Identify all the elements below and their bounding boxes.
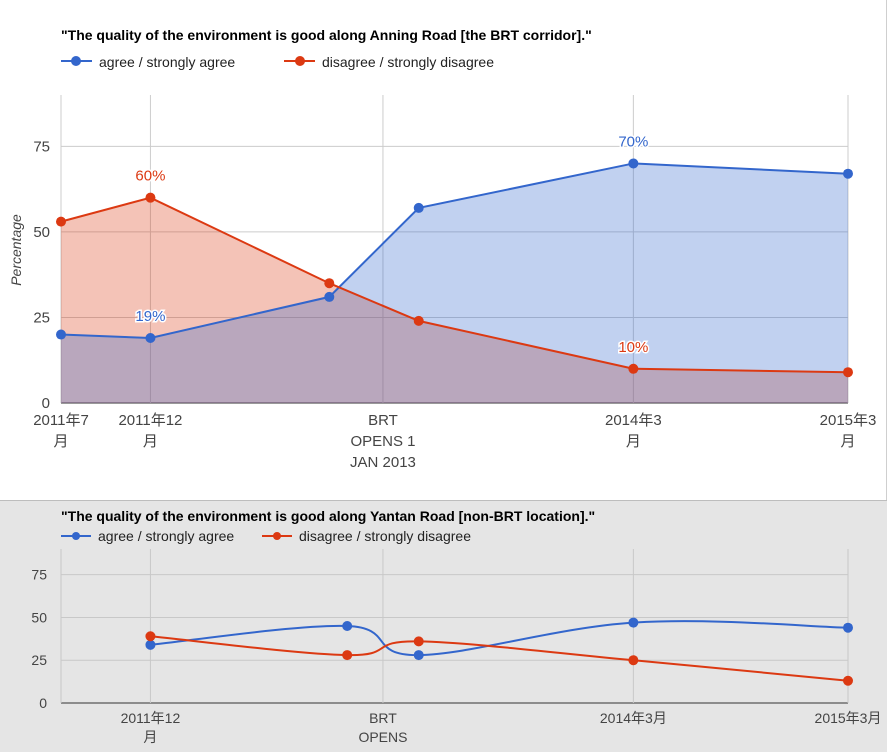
x-axis-ticks: 2011年12 月 BRT OPENS 2014年3月 2015年3月 xyxy=(121,710,882,745)
point-agree[interactable] xyxy=(56,329,66,340)
data-label: 19% xyxy=(135,308,165,325)
x-tick-label: BRT xyxy=(369,710,397,726)
point-disagree[interactable] xyxy=(324,278,335,289)
data-label: 70% xyxy=(618,133,648,150)
point-agree[interactable] xyxy=(413,202,424,213)
line-agree xyxy=(150,620,849,657)
point-agree[interactable] xyxy=(342,621,353,631)
data-labels: 19% 70% 60% 10% xyxy=(134,132,650,357)
gridlines xyxy=(60,95,849,404)
line-disagree xyxy=(150,635,849,682)
series-areas xyxy=(61,163,848,403)
point-disagree[interactable] xyxy=(843,675,853,686)
gridlines xyxy=(60,549,849,704)
y-axis-ticks: 0 25 50 75 xyxy=(31,567,47,711)
point-agree[interactable] xyxy=(324,291,335,302)
point-disagree[interactable] xyxy=(628,655,639,666)
legend-item-disagree[interactable]: disagree / strongly disagree xyxy=(284,54,494,70)
x-tick-label: 2011年12 xyxy=(118,412,182,429)
y-tick-label: 25 xyxy=(31,652,47,668)
x-tick-label: OPENS xyxy=(358,729,407,745)
x-tick-label: 2014年3月 xyxy=(600,710,667,726)
chart-title: "The quality of the environment is good … xyxy=(61,508,595,524)
yantan-road-chart: "The quality of the environment is good … xyxy=(31,508,882,745)
y-tick-label: 0 xyxy=(39,695,47,711)
series-lines xyxy=(150,620,849,682)
y-tick-label: 25 xyxy=(33,309,50,326)
x-tick-label: 2011年12 xyxy=(121,710,181,726)
legend-marker-agree xyxy=(71,56,81,66)
y-tick-label: 50 xyxy=(31,609,47,625)
anning-road-chart: "The quality of the environment is good … xyxy=(8,27,876,471)
point-agree[interactable] xyxy=(145,332,156,343)
x-tick-label: 2011年7 xyxy=(33,412,89,429)
series-lines xyxy=(60,162,849,374)
x-tick-label: OPENS 1 xyxy=(350,433,415,450)
chart-panel-yantan-road: "The quality of the environment is good … xyxy=(0,500,887,752)
point-disagree[interactable] xyxy=(56,216,66,227)
data-points xyxy=(145,617,853,686)
legend: agree / strongly agree disagree / strong… xyxy=(61,54,494,70)
point-disagree[interactable] xyxy=(413,636,424,647)
x-tick-label: JAN 2013 xyxy=(350,454,416,471)
legend-item-agree[interactable]: agree / strongly agree xyxy=(61,54,235,70)
x-tick-label: 2015年3月 xyxy=(815,710,882,726)
point-agree[interactable] xyxy=(843,622,853,633)
y-tick-label: 50 xyxy=(33,224,50,241)
legend: agree / strongly agree disagree / strong… xyxy=(61,528,471,544)
legend-item-agree[interactable]: agree / strongly agree xyxy=(61,528,234,544)
x-tick-label: 月 xyxy=(626,433,641,450)
point-disagree[interactable] xyxy=(145,192,156,203)
point-agree[interactable] xyxy=(843,168,853,179)
y-tick-label: 75 xyxy=(33,138,50,155)
legend-label-agree: agree / strongly agree xyxy=(99,54,235,70)
legend-marker-agree xyxy=(72,532,80,540)
x-tick-label: 2014年3 xyxy=(605,412,662,429)
x-tick-label: BRT xyxy=(368,412,398,429)
legend-item-disagree[interactable]: disagree / strongly disagree xyxy=(262,528,471,544)
x-tick-label: 2015年3 xyxy=(820,412,877,429)
chart-panel-anning-road: "The quality of the environment is good … xyxy=(8,0,887,500)
y-tick-label: 0 xyxy=(42,395,50,412)
point-disagree[interactable] xyxy=(628,363,639,374)
legend-marker-disagree xyxy=(295,56,305,66)
legend-label-agree: agree / strongly agree xyxy=(98,528,234,544)
chart-title: "The quality of the environment is good … xyxy=(61,27,592,43)
area-agree xyxy=(61,163,848,403)
data-label: 10% xyxy=(618,339,648,356)
point-disagree[interactable] xyxy=(843,367,853,378)
line-disagree xyxy=(60,196,849,374)
x-tick-label: 月 xyxy=(53,433,68,450)
legend-label-disagree: disagree / strongly disagree xyxy=(299,528,471,544)
line-agree xyxy=(60,162,849,339)
point-agree[interactable] xyxy=(413,650,424,661)
x-axis-ticks: 2011年7 月 2011年12 月 BRT OPENS 1 JAN 2013 2014年3 月… xyxy=(33,412,876,471)
point-disagree[interactable] xyxy=(145,631,156,642)
legend-label-disagree: disagree / strongly disagree xyxy=(322,54,494,70)
y-tick-label: 75 xyxy=(31,567,47,583)
y-axis-title: Percentage xyxy=(8,214,24,286)
area-disagree xyxy=(61,197,848,403)
x-tick-label: 月 xyxy=(143,433,158,450)
x-tick-label: 月 xyxy=(143,729,157,745)
point-agree[interactable] xyxy=(628,617,639,628)
legend-marker-disagree xyxy=(273,532,281,540)
data-label: 60% xyxy=(135,168,165,185)
x-tick-label: 月 xyxy=(840,433,855,450)
point-disagree[interactable] xyxy=(413,315,424,326)
data-points xyxy=(56,158,853,378)
point-agree[interactable] xyxy=(145,639,156,650)
point-agree[interactable] xyxy=(628,158,639,169)
point-disagree[interactable] xyxy=(342,650,353,661)
y-axis-ticks: 0 25 50 75 xyxy=(33,138,50,412)
